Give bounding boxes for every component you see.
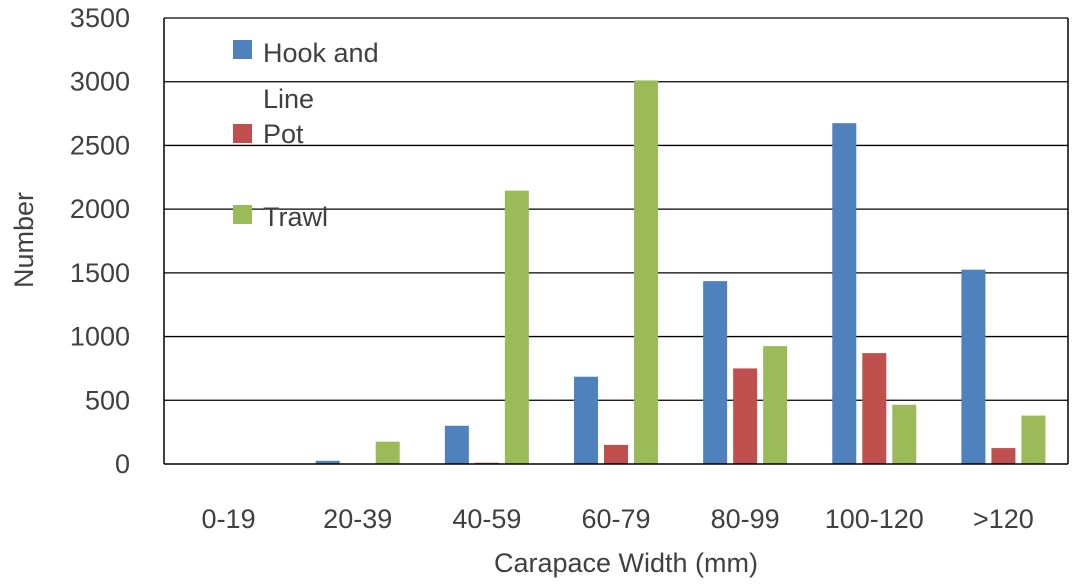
bar-pot-6 [991, 448, 1016, 464]
bar-hook-and-line-5 [832, 123, 857, 464]
bar-hook-and-line-1 [315, 460, 340, 464]
y-tick-label: 500 [85, 385, 130, 415]
bars [315, 80, 1046, 464]
x-tick-labels: 0-19 20-39 40-59 60-79 80-99 100-120 >120 [202, 504, 1034, 534]
legend-label: Trawl [263, 202, 328, 232]
bar-trawl-5 [892, 404, 917, 464]
bar-hook-and-line-6 [961, 269, 986, 464]
x-axis-title: Carapace Width (mm) [494, 548, 758, 578]
legend-label: Hook and [263, 38, 379, 68]
legend-swatch [233, 40, 252, 59]
bar-pot-3 [604, 444, 628, 464]
legend: Hook and Line Pot Trawl [233, 38, 379, 232]
x-tick-label: 60-79 [581, 504, 650, 534]
bar-trawl-6 [1021, 415, 1046, 464]
x-tick-label: 40-59 [452, 504, 521, 534]
legend-swatch [233, 205, 252, 224]
y-tick-label: 1000 [70, 322, 130, 352]
axes [163, 18, 1069, 465]
y-tick-label: 3500 [70, 3, 130, 33]
bar-hook-and-line-4 [703, 281, 728, 464]
bar-trawl-3 [634, 80, 658, 464]
gridlines [164, 17, 1068, 401]
bar-hook-and-line-2 [444, 425, 469, 464]
x-tick-label: >120 [973, 504, 1034, 534]
y-tick-label: 2000 [70, 194, 130, 224]
x-tick-label: 20-39 [323, 504, 392, 534]
y-axis-title: Number [9, 192, 39, 288]
y-tick-label: 1500 [70, 258, 130, 288]
bar-trawl-2 [504, 190, 529, 464]
x-tick-label: 100-120 [825, 504, 924, 534]
bar-trawl-4 [763, 346, 788, 464]
legend-label: Line [263, 84, 314, 114]
bar-pot-4 [733, 368, 758, 464]
y-tick-label: 2500 [70, 130, 130, 160]
y-tick-label: 3000 [70, 67, 130, 97]
y-tick-label: 0 [115, 449, 130, 479]
x-tick-label: 0-19 [202, 504, 256, 534]
bar-hook-and-line-3 [574, 376, 598, 464]
bar-pot-5 [862, 353, 887, 464]
legend-label: Pot [263, 119, 304, 149]
x-tick-label: 80-99 [711, 504, 780, 534]
bar-trawl-1 [375, 441, 400, 464]
y-tick-labels: 0 500 1000 1500 2000 2500 3000 3500 [70, 3, 130, 479]
legend-swatch [233, 124, 252, 143]
